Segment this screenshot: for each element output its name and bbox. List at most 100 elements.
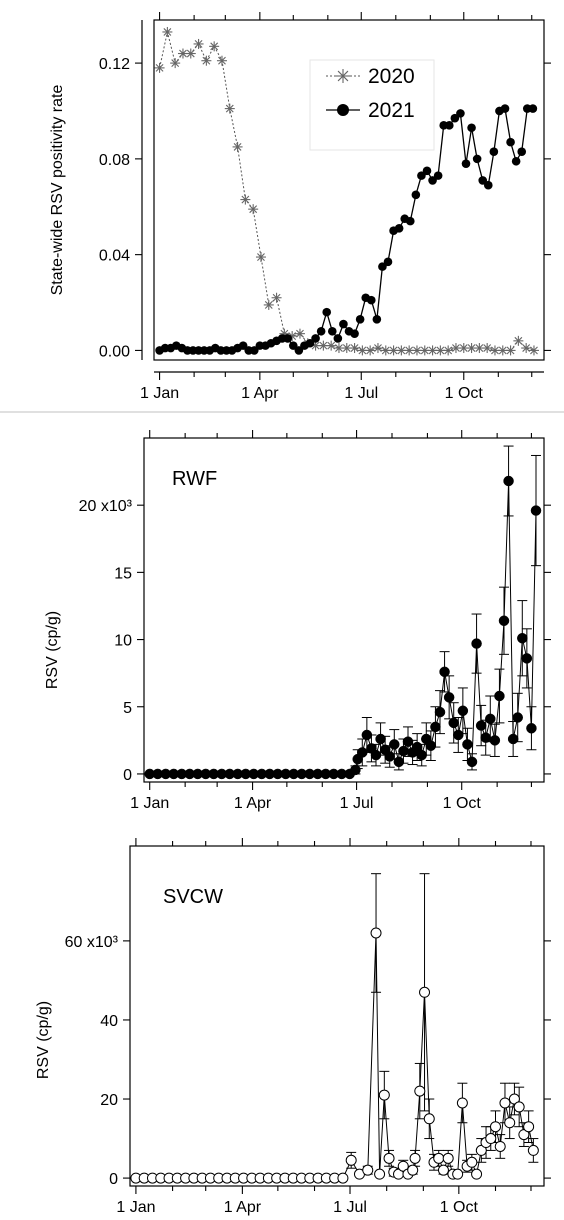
point-2021 [322,307,332,317]
data-point [402,736,414,747]
y-axis-label: RSV (cp/g) [44,611,61,689]
data-point [521,653,533,664]
point-2021 [444,121,454,130]
point-2021 [405,216,415,226]
x-tick-label: 1 Oct [440,1199,479,1216]
legend-star-glyph [336,69,350,83]
legend-marker-2020 [336,69,350,83]
data-point [453,729,464,741]
data-point [504,1117,516,1129]
point-2020 [450,343,461,354]
point-2021 [288,341,298,350]
point-2021 [238,341,248,350]
x-axis-ticks: 1 Jan 1 Apr 1 Jul 1 Oct [130,430,532,812]
data-point [518,1129,530,1141]
point-2021 [461,159,471,168]
point-2021 [355,314,365,324]
plot-frame [143,437,545,783]
point-2021 [467,123,476,133]
data-point [425,740,437,751]
data-point [494,690,505,702]
point-2021 [422,166,432,176]
data-point [485,713,496,725]
point-2021 [311,334,320,343]
point-2020 [372,343,383,354]
data-point [485,1133,497,1145]
x-tick-label: 1 Oct [445,385,484,402]
point-2020 [185,48,196,59]
point-2020 [224,103,235,114]
data-point [462,739,473,750]
data-point [370,927,382,939]
data-point [471,638,482,649]
point-2021 [411,190,421,200]
y-tick-label: 20 [100,1092,118,1109]
data-point [419,986,431,998]
data-point [362,1164,374,1176]
y-tick-label: 0 [123,767,132,784]
point-2021 [333,334,343,343]
data-point [526,723,537,734]
data-point [466,756,478,768]
point-2020 [154,62,165,73]
legend-label-2020: 2020 [368,65,415,88]
data-point [409,1152,421,1164]
y-tick-label: 10 [114,633,132,650]
point-2020 [419,345,430,356]
point-2021 [316,326,326,336]
point-2020 [365,345,376,356]
point-2021 [249,346,259,355]
data-point [378,1089,390,1101]
data-point [389,739,400,750]
y-tick-label: 0 [109,1171,118,1188]
point-2021 [394,224,404,233]
point-2021 [483,180,493,190]
y-axis-ticks: 0.00 0.04 0.08 0.12 [99,20,551,360]
x-tick-label: 1 Jan [116,1199,155,1216]
point-2020 [240,194,251,205]
data-point [471,1168,483,1180]
series-2020 [154,26,539,356]
point-2021 [378,262,387,271]
point-2021 [372,314,382,324]
x-tick-label: 1 Apr [224,1199,262,1216]
point-2021 [305,338,315,348]
point-2021 [366,295,376,305]
series-line [135,932,534,1179]
point-2020 [255,252,266,263]
data-point [398,745,409,757]
y-tick-label: 60 x10³ [65,934,119,951]
x-tick-label: 1 Jul [344,385,378,402]
x-axis-ticks: 1 Jan 1 Apr 1 Jul 1 Oct [140,12,544,402]
y-tick-label: 5 [123,700,132,717]
svcw-series [130,873,539,1184]
data-point [490,1121,502,1133]
data-point [397,1160,409,1172]
data-point [507,733,519,745]
series-line [149,480,537,775]
y-tick-label: 0.08 [99,152,130,169]
data-point [374,1168,386,1180]
legend-marker-2021 [337,104,349,116]
point-2021 [339,319,348,329]
y-axis-ticks: 0 5 10 15 20 x10³ [79,498,551,784]
data-point [512,712,523,723]
data-point [375,733,386,745]
x-tick-label: 1 Jan [140,385,179,402]
data-point [523,1121,535,1133]
point-2020 [482,343,493,354]
data-point [337,1172,349,1184]
point-2021 [489,147,499,156]
point-2020 [263,299,274,310]
point-2020 [528,345,539,356]
point-2021 [327,326,337,336]
point-2020 [443,345,454,356]
data-point [517,632,528,644]
data-point [457,705,469,717]
x-tick-label: 1 Apr [234,795,272,812]
point-2021 [456,109,465,118]
data-point [437,1164,449,1176]
data-point [416,749,427,761]
x-tick-label: 1 Apr [241,385,279,402]
